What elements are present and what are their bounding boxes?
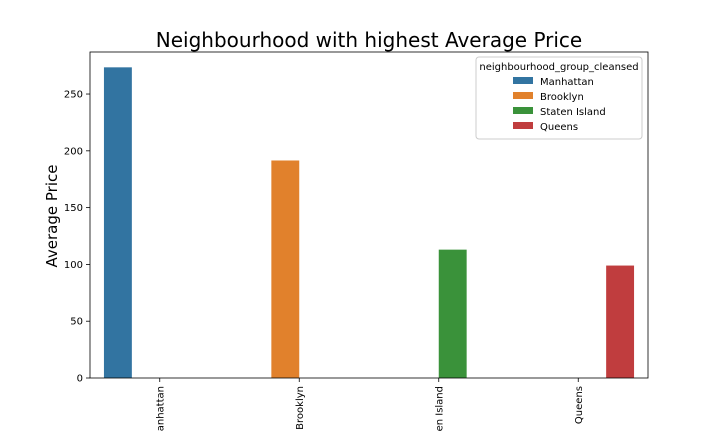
y-tick-label: 150 bbox=[64, 203, 83, 214]
legend-entry: Queens bbox=[540, 122, 578, 133]
bar-brooklyn bbox=[271, 160, 300, 378]
chart-title: Neighbourhood with highest Average Price bbox=[156, 28, 582, 52]
x-tick-label: en Island bbox=[434, 386, 445, 431]
legend-swatch bbox=[513, 122, 533, 129]
bar-staten-island bbox=[438, 249, 467, 378]
legend-swatch bbox=[513, 77, 533, 84]
y-tick-label: 200 bbox=[64, 146, 83, 157]
y-axis-label: Average Price bbox=[43, 165, 61, 268]
y-tick-label: 100 bbox=[64, 260, 83, 271]
x-tick-label: Brooklyn bbox=[295, 386, 306, 430]
x-tick-label: anhattan bbox=[155, 386, 166, 431]
legend: neighbourhood_group_cleansed Manhattan Bro… bbox=[475, 56, 643, 140]
legend-entry: Staten Island bbox=[540, 107, 606, 118]
legend-swatch bbox=[513, 107, 533, 114]
legend-entry: Manhattan bbox=[540, 77, 594, 88]
y-tick-label: 0 bbox=[77, 374, 83, 385]
bar-manhattan bbox=[103, 67, 132, 378]
x-tick-label: Queens bbox=[574, 386, 585, 424]
bar-queens bbox=[606, 265, 635, 378]
plot-area: 0 50 100 150 200 250 anhattan Brooklyn en Island… bbox=[64, 51, 649, 431]
plot-frame bbox=[89, 51, 649, 379]
y-tick-label: 250 bbox=[64, 90, 83, 101]
legend-entry: Brooklyn bbox=[540, 92, 584, 103]
legend-title: neighbourhood_group_cleansed bbox=[479, 62, 638, 73]
y-tick-label: 50 bbox=[70, 317, 83, 328]
legend-swatch bbox=[513, 92, 533, 99]
